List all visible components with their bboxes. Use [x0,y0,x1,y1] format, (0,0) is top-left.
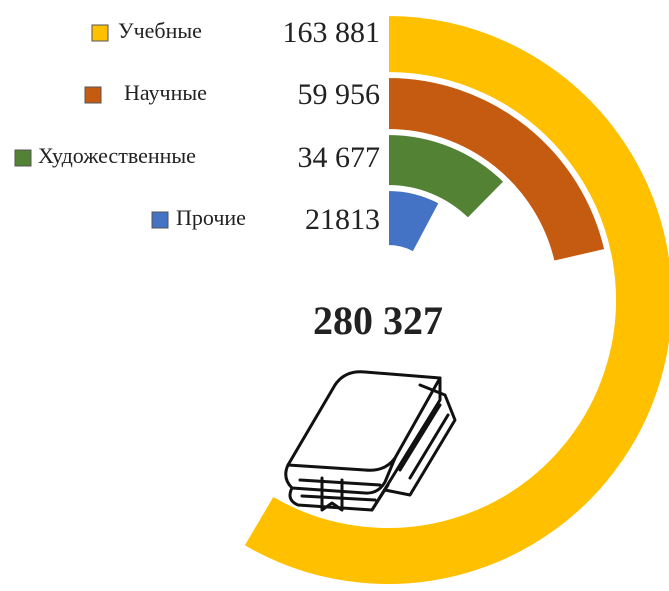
ring-bar [387,75,607,263]
value-label: 21813 [305,203,380,236]
ring-bar [387,188,442,254]
total-label: 280 327 [313,298,443,343]
legend-swatch [151,211,169,229]
legend-label: Художественные [38,143,196,168]
legend-swatch [91,24,109,42]
legend-swatch [84,86,102,104]
legend-swatch [14,149,32,167]
legend-label: Прочие [176,205,246,230]
value-label: 59 956 [298,78,381,111]
ring-bar [387,132,506,221]
legend-label: Научные [124,80,207,105]
ring-bar [242,13,669,586]
book-icon [284,370,457,512]
legend-label: Учебные [118,18,202,43]
value-label: 34 677 [298,141,381,174]
value-label: 163 881 [283,16,381,49]
